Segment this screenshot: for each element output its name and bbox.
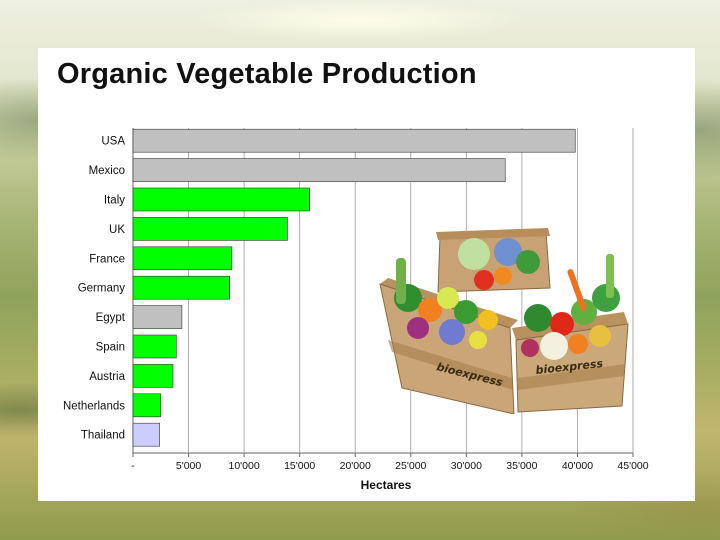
x-tick-label: 15'000 [284, 460, 315, 472]
y-tick-labels: USA Mexico Italy UK France Germany Egypt Spain A… [63, 136, 126, 442]
bar-france [132, 246, 233, 271]
y-tick-label: Germany [78, 283, 126, 295]
x-tick-label: 30'000 [451, 460, 482, 472]
x-tick-label: 10'000 [229, 460, 260, 472]
bar-germany [132, 275, 230, 300]
y-tick-label: Egypt [96, 312, 126, 324]
slide-title: Organic Vegetable Production [57, 58, 477, 90]
bar-thailand [132, 422, 160, 447]
y-tick-label: Austria [89, 371, 125, 383]
y-tick-label: Netherlands [63, 400, 125, 412]
header-banner-glow [150, 0, 570, 48]
bar-austria [132, 364, 174, 388]
bar-uk [132, 217, 288, 241]
bar-netherlands [132, 393, 162, 418]
bar-mexico [132, 158, 506, 182]
y-tick-label: UK [109, 224, 125, 236]
x-tick-label: 45'000 [617, 460, 648, 472]
x-tick-label: 40'000 [562, 460, 593, 472]
y-tick-label: Mexico [89, 165, 125, 177]
y-tick-label: Spain [96, 342, 125, 354]
y-tick-label: France [89, 253, 125, 265]
bar-spain [132, 334, 177, 359]
x-tick-label: 5'000 [176, 460, 202, 472]
vegetable-crates-image: bioexpress bioexpress [379, 228, 629, 414]
y-tick-label: Thailand [81, 430, 125, 442]
y-tick-label: Italy [104, 195, 125, 207]
bar-egypt [132, 305, 183, 329]
x-tick-label: 35'000 [506, 460, 537, 472]
vegetables [394, 238, 620, 360]
bar-usa [132, 128, 576, 153]
x-axis-label: Hectares [361, 478, 412, 492]
x-tick-label: 20'000 [340, 460, 371, 472]
y-tick-label: USA [101, 136, 125, 148]
bar-italy [132, 187, 310, 212]
x-tick-label: - [131, 460, 135, 472]
bars [132, 128, 576, 447]
x-tick-label: 25'000 [395, 460, 426, 472]
x-tick-labels: - 5'000 10'000 15'000 20'000 25'000 30'000 35'0… [131, 460, 649, 472]
